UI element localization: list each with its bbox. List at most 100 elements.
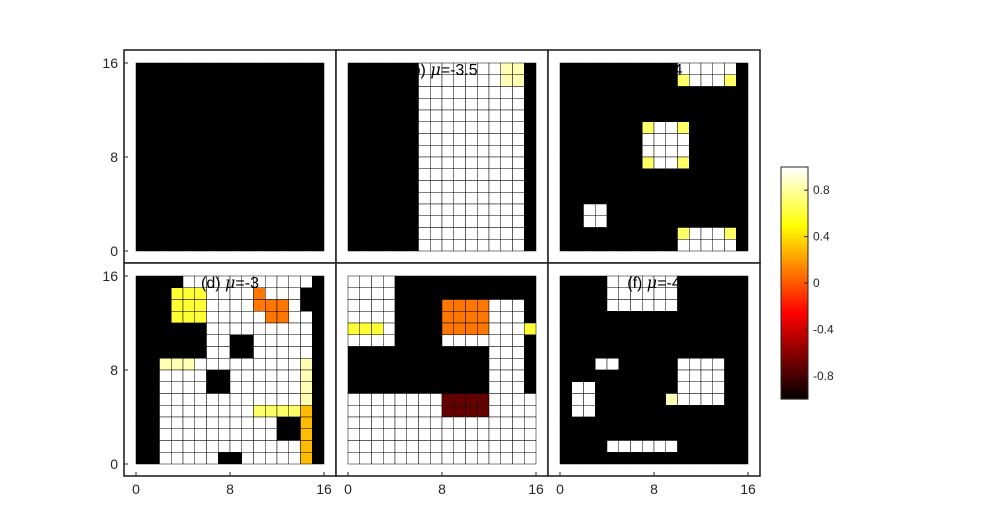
- heatmap-cell: [724, 98, 737, 111]
- heatmap-cell: [724, 358, 737, 371]
- heatmap-cell: [642, 109, 655, 122]
- heatmap-cell: [206, 322, 219, 335]
- heatmap-cell: [253, 322, 266, 335]
- heatmap-cell: [477, 121, 490, 134]
- heatmap-cell: [512, 192, 525, 205]
- heatmap-cell: [453, 227, 466, 240]
- heatmap-cell: [300, 145, 313, 158]
- heatmap-cell: [347, 168, 360, 181]
- heatmap-cell: [182, 452, 195, 465]
- heatmap-cell: [312, 203, 325, 216]
- heatmap-cell: [300, 227, 313, 240]
- heatmap-cell: [689, 86, 702, 99]
- heatmap-cell: [595, 109, 608, 122]
- mu-value: =-4: [659, 62, 683, 79]
- heatmap-cell: [724, 369, 737, 382]
- heatmap-cell: [171, 287, 184, 300]
- heatmap-cell: [736, 121, 749, 134]
- heatmap-cell: [218, 203, 231, 216]
- heatmap-cell: [488, 62, 501, 75]
- heatmap-cell: [618, 156, 631, 169]
- heatmap-cell: [441, 86, 454, 99]
- heatmap-cell: [736, 287, 749, 300]
- heatmap-cell: [477, 203, 490, 216]
- heatmap-cell: [218, 215, 231, 228]
- heatmap-cell: [288, 215, 301, 228]
- mu-value: =-3.5: [441, 62, 478, 79]
- heatmap-cell: [736, 133, 749, 146]
- heatmap-cell: [583, 299, 596, 312]
- heatmap-cell: [430, 239, 443, 252]
- heatmap-cell: [441, 346, 454, 359]
- heatmap-cell: [265, 275, 278, 288]
- heatmap-cell: [583, 121, 596, 134]
- heatmap-cell: [618, 192, 631, 205]
- heatmap-cell: [383, 109, 396, 122]
- heatmap-cell: [406, 121, 419, 134]
- colorbar-segment: [781, 323, 808, 327]
- heatmap-cell: [418, 369, 431, 382]
- colorbar-segment: [781, 254, 808, 257]
- heatmap-panels: (a) μ=-3 (b) μ=-3.5 (c) μ=-4(d) μ=-3 (e) μ=…: [123, 49, 761, 477]
- heatmap-cell: [559, 299, 572, 312]
- heatmap-cell: [736, 428, 749, 441]
- heatmap-cell: [583, 405, 596, 418]
- heatmap-cell: [430, 322, 443, 335]
- heatmap-cell: [559, 346, 572, 359]
- heatmap-cell: [724, 156, 737, 169]
- heatmap-cell: [642, 156, 655, 169]
- heatmap-cell: [206, 393, 219, 406]
- heatmap-cell: [488, 227, 501, 240]
- colorbar: 0.80.40-0.4-0.8: [780, 166, 834, 400]
- colorbar-segment: [781, 217, 808, 220]
- heatmap-cell: [736, 346, 749, 359]
- heatmap-cell: [229, 215, 242, 228]
- heatmap-cell: [630, 192, 643, 205]
- colorbar-segment: [781, 327, 808, 330]
- heatmap-cell: [312, 156, 325, 169]
- heatmap-cell: [253, 192, 266, 205]
- colorbar-segment: [781, 259, 808, 263]
- heatmap-cell: [724, 239, 737, 252]
- heatmap-cell: [383, 428, 396, 441]
- heatmap-cell: [700, 405, 713, 418]
- colorbar-segment: [781, 321, 808, 325]
- colorbar-segment: [781, 373, 808, 377]
- colorbar-segment: [781, 194, 808, 197]
- heatmap-cell: [571, 86, 584, 99]
- heatmap-cell: [559, 452, 572, 465]
- heatmap-cell: [218, 405, 231, 418]
- heatmap-cell: [500, 109, 513, 122]
- heatmap-cell: [524, 416, 537, 429]
- heatmap-cell: [241, 311, 254, 324]
- heatmap-cell: [441, 393, 454, 406]
- heatmap-cell: [265, 156, 278, 169]
- heatmap-cell: [359, 239, 372, 252]
- colorbar-segment: [781, 271, 808, 274]
- heatmap-cell: [477, 381, 490, 394]
- mu-symbol: μ: [430, 60, 440, 79]
- heatmap-cell: [312, 62, 325, 75]
- heatmap-cell: [383, 98, 396, 111]
- heatmap-cell: [665, 405, 678, 418]
- heatmap-cell: [265, 381, 278, 394]
- heatmap-cell: [653, 192, 666, 205]
- heatmap-cell: [218, 121, 231, 134]
- colorbar-segment: [781, 284, 808, 288]
- heatmap-cell: [571, 322, 584, 335]
- heatmap-cell: [500, 393, 513, 406]
- heatmap-cell: [218, 156, 231, 169]
- heatmap-cell: [606, 62, 619, 75]
- heatmap-cell: [524, 86, 537, 99]
- heatmap-cell: [524, 62, 537, 75]
- heatmap-cell: [524, 311, 537, 324]
- heatmap-cell: [642, 133, 655, 146]
- heatmap-cell: [159, 358, 172, 371]
- heatmap-cell: [406, 369, 419, 382]
- heatmap-cell: [265, 98, 278, 111]
- heatmap-cell: [653, 203, 666, 216]
- heatmap-cell: [265, 311, 278, 324]
- colorbar-segment: [781, 184, 808, 187]
- heatmap-cell: [159, 133, 172, 146]
- heatmap-cell: [453, 369, 466, 382]
